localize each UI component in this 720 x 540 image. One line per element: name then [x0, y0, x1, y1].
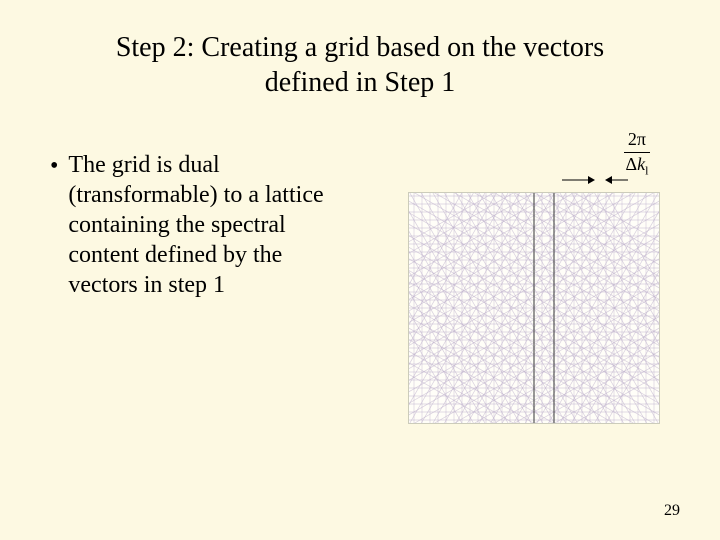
- bullet-text: The grid is dual (transformable) to a la…: [68, 150, 350, 300]
- var-k: k: [637, 154, 645, 174]
- formula-numerator: 2π: [624, 130, 650, 153]
- title-block: Step 2: Creating a grid based on the vec…: [80, 30, 640, 100]
- content-row: • The grid is dual (transformable) to a …: [50, 150, 670, 300]
- bullet-item: • The grid is dual (transformable) to a …: [50, 150, 350, 300]
- page-number: 29: [664, 502, 680, 520]
- lattice-diagram: [408, 192, 660, 424]
- sub-l: l: [645, 163, 648, 177]
- spacing-formula: 2π Δkl: [624, 130, 650, 178]
- delta-symbol: Δ: [625, 154, 637, 174]
- spacing-arrows: [560, 172, 630, 188]
- slide: Step 2: Creating a grid based on the vec…: [0, 0, 720, 540]
- slide-title: Step 2: Creating a grid based on the vec…: [80, 30, 640, 100]
- arrow-icon: [560, 172, 630, 188]
- bullet-dot: •: [50, 154, 58, 178]
- lattice-svg: [409, 193, 659, 423]
